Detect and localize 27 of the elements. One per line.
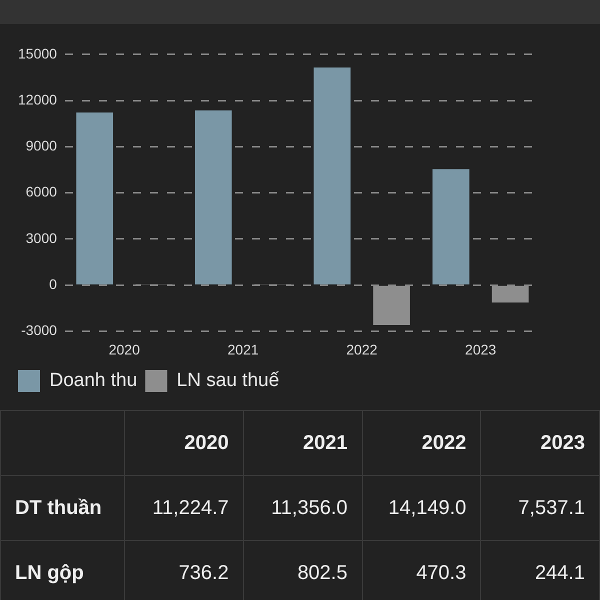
x-tick-label: 2021 [228,341,259,358]
text: 11,224.7 [124,476,244,540]
y-tick-label: -3000 [21,322,58,338]
text: DT thuần [0,476,124,540]
legend-label: LN sau thuế [176,370,280,392]
text: 802.5 [243,540,362,600]
y-tick-label: 3000 [26,230,58,246]
text: LN gộp [0,540,124,600]
y-tick-label: 9000 [26,138,58,154]
y-tick-label: 6000 [26,184,58,200]
x-tick-label: 2023 [465,341,496,358]
text: 470.3 [362,540,481,600]
text: 14,149.0 [362,476,481,540]
category-label: 2021 [303,432,348,454]
text: 7,537.1 [480,476,600,540]
y-tick-label: 0 [49,276,58,292]
x-tick-label: 2022 [346,341,378,358]
text: 736.2 [124,540,244,600]
category-label: 2023 [540,432,585,454]
category-label: 2022 [422,432,466,454]
x-tick-label: 2020 [108,341,140,358]
text: 244.1 [480,540,600,600]
text: 11,356.0 [243,476,362,540]
category-label: 2020 [184,432,229,454]
y-tick-label: 15000 [18,45,58,62]
legend-label: Doanh thu [50,370,138,392]
y-tick-label: 12000 [18,91,58,108]
